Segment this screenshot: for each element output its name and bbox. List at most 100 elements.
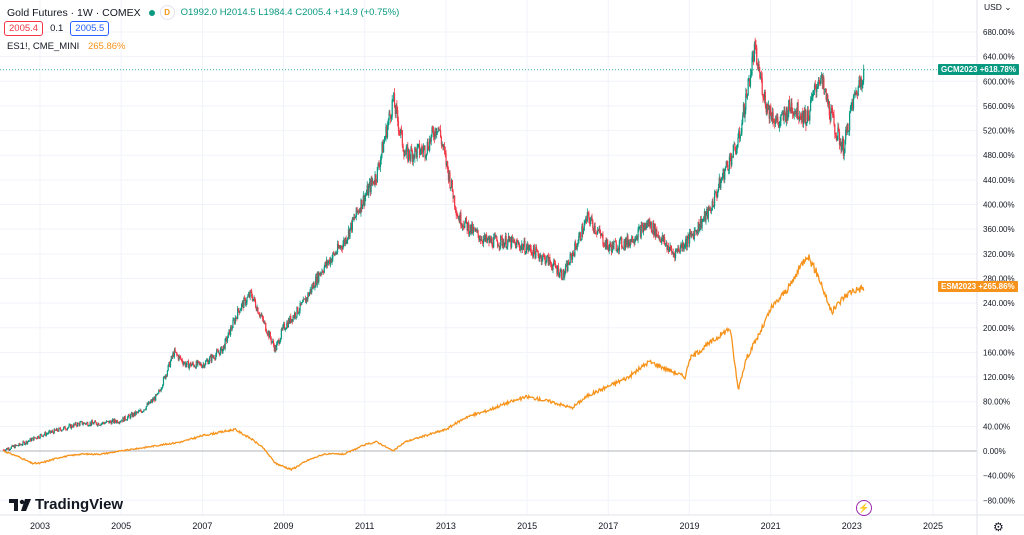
gcm-candle <box>350 222 352 228</box>
gcm-candle <box>212 356 215 358</box>
gcm-candle <box>151 398 154 403</box>
gcm-candle <box>275 346 277 351</box>
gcm-candle <box>814 85 816 89</box>
gcm-candle <box>277 339 279 342</box>
trade-buttons: 2005.4 0.1 2005.5 <box>4 21 110 36</box>
gcm-candle <box>686 238 688 247</box>
gcm-candle <box>678 248 680 251</box>
gcm-candle <box>222 348 224 354</box>
gcm-candle <box>347 229 350 238</box>
gcm-candle <box>244 298 246 299</box>
gcm-candle <box>511 236 514 241</box>
data-source-badge[interactable]: D <box>159 5 175 20</box>
gcm-candle <box>717 187 720 192</box>
gcm-candle <box>607 239 609 247</box>
symbol-title[interactable]: Gold Futures · 1W · COMEX <box>7 6 141 19</box>
gcm-candle <box>708 206 710 211</box>
gcm-candle <box>45 432 47 436</box>
currency-selector[interactable]: USD ⌄ <box>984 2 1011 13</box>
gcm-candle <box>386 125 389 138</box>
sell-price-button[interactable]: 2005.4 <box>4 21 44 36</box>
buy-price-button[interactable]: 2005.5 <box>70 21 110 36</box>
gcm-candle <box>294 312 297 318</box>
gcm-candle <box>13 445 15 449</box>
gcm-candle <box>565 263 567 267</box>
gcm-candle <box>285 328 287 330</box>
gcm-candle <box>110 421 112 425</box>
gcm-candle <box>272 340 274 342</box>
gcm-candle <box>16 445 18 446</box>
gcm-candle <box>675 249 677 251</box>
gcm-candle <box>314 287 316 289</box>
gcm-candle <box>849 112 851 131</box>
gcm-candle <box>852 102 854 109</box>
gcm-candle <box>329 259 331 265</box>
ohlc-values: O1992.0 H2014.5 L1984.4 C2005.4 +14.9 (+… <box>180 7 400 18</box>
gcm-candle <box>550 262 552 264</box>
gcm-candle <box>98 423 100 426</box>
gcm-candle <box>680 243 682 248</box>
gcm-candle <box>706 208 709 219</box>
gcm-candle <box>208 357 211 362</box>
gcm-candle <box>448 172 450 180</box>
gcm-candle <box>617 247 619 251</box>
gcm-candle <box>783 110 785 121</box>
gcm-candle <box>375 174 377 182</box>
gcm-candle <box>784 110 786 114</box>
esm-tag-value: +265.86% <box>978 282 1015 292</box>
gcm-candle <box>207 360 209 365</box>
gcm-candle <box>344 238 346 245</box>
gcm-candle <box>425 153 428 157</box>
gcm-candle <box>379 159 382 168</box>
gcm-candle <box>653 223 656 236</box>
gcm-candle <box>624 240 626 249</box>
gcm-candle <box>644 223 646 230</box>
gcm-candle <box>643 226 645 230</box>
gcm-candle <box>78 423 80 426</box>
gcm-candle <box>630 239 632 243</box>
gear-icon[interactable]: ⚙ <box>993 520 1004 534</box>
gcm-candle <box>732 144 734 158</box>
gcm-candle <box>262 315 264 319</box>
gcm-candle <box>357 211 359 213</box>
gcm-candle <box>731 156 733 166</box>
gcm-candle <box>749 74 752 87</box>
gcm-candle <box>126 416 129 420</box>
gcm-candle <box>832 113 834 115</box>
gcm-candle <box>137 411 139 413</box>
gcm-candle <box>789 108 791 112</box>
gcm-candle <box>563 269 565 278</box>
gcm-candle <box>641 224 643 226</box>
gcm-candle <box>461 225 463 227</box>
gcm-candle <box>582 230 585 234</box>
gcm-candle <box>183 363 185 365</box>
gcm-candle <box>131 413 133 417</box>
gcm-candle <box>472 223 474 233</box>
compare-legend[interactable]: ES1!, CME_MINI 265.86% <box>7 41 125 52</box>
gcm-candle <box>564 266 567 274</box>
gcm-candle <box>625 238 627 245</box>
gcm-candle <box>215 354 217 359</box>
gcm-candle <box>19 443 21 445</box>
gcm-candle <box>322 272 325 273</box>
gcm-candle <box>614 241 616 243</box>
gcm-candle <box>504 236 506 243</box>
gcm-candle <box>341 248 343 250</box>
gcm-candle <box>269 332 271 338</box>
gcm-candle <box>692 234 695 240</box>
gcm-candle <box>240 304 243 309</box>
gcm-candle <box>847 123 849 132</box>
gcm-candle <box>153 397 155 401</box>
gcm-candle <box>667 246 670 252</box>
gcm-candle <box>747 78 749 96</box>
gcm-candle <box>602 234 604 245</box>
gcm-candle <box>583 223 585 231</box>
tradingview-logo[interactable]: TradingView <box>9 496 123 513</box>
lightning-icon[interactable]: ⚡ <box>856 500 872 516</box>
gcm-candle <box>437 127 439 132</box>
gcm-candle <box>627 236 629 246</box>
gcm-candle <box>703 211 706 219</box>
gcm-candle <box>584 221 586 224</box>
gcm-candle <box>424 146 426 158</box>
